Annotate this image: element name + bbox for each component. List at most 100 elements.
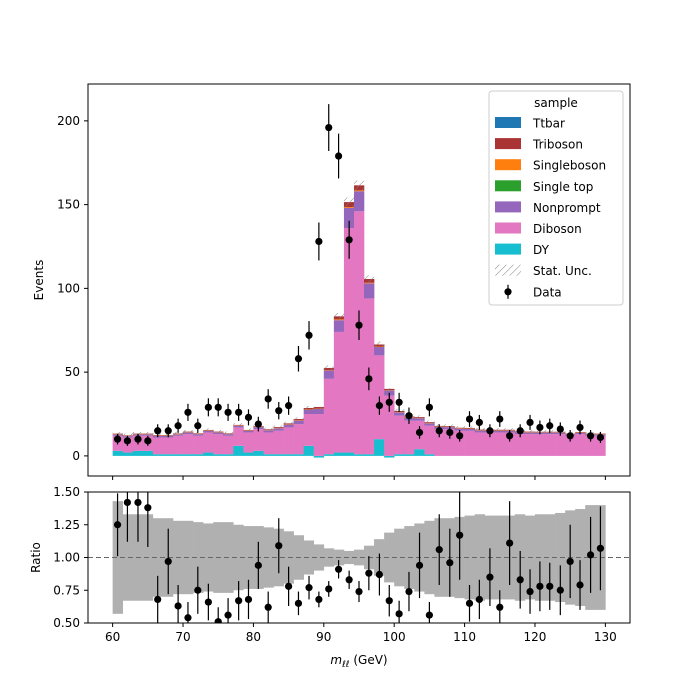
data-point [586,432,595,440]
stack-bar-diboson [193,435,204,455]
stack-bar-diboson [333,331,345,453]
y-tick-label: 0 [72,449,80,463]
ratio-unc-band [343,550,355,565]
stack-bar-dy [243,452,254,456]
ratio-x-tick-label: 110 [453,630,476,644]
ratio-point [305,584,313,592]
data-point [516,427,524,435]
ratio-point [415,561,424,569]
legend: sample Ttbar Triboson Singleboson Single top… [488,90,624,306]
ratio-point [405,587,413,596]
ratio-point [446,559,454,567]
stack-bar-dy [122,452,134,456]
y-tick-label: 150 [57,198,80,212]
ratio-point [214,618,222,623]
ratio-point [425,611,433,619]
stat-unc-band [183,429,194,434]
ratio-unc-band [233,524,244,591]
stack-bar-nonprompt [283,424,294,428]
ratio-point [536,582,544,590]
ratio-point [144,504,152,512]
stack-bar-nonprompt [354,191,365,212]
data-point [224,408,232,416]
legend-label: DY [533,243,550,257]
ratio-point [325,585,333,593]
ratio-y-tick-label: 0.50 [53,616,80,630]
ratio-point [586,551,595,559]
data-point [446,428,454,437]
data-point [425,403,433,411]
stat-unc-band [223,431,234,435]
data-point [465,415,474,423]
stat-unc-band [384,388,395,393]
stack-bar-diboson [223,435,234,455]
stat-unc-band [414,415,425,419]
stack-bar-dy [263,454,274,456]
data-point [475,418,483,426]
stack-bar-diboson [454,430,465,456]
data-point [184,408,192,416]
ratio-unc-band [394,528,405,587]
data-point [334,152,343,160]
stack-bar-dy [193,454,204,456]
stack-bar-nonprompt [303,409,315,415]
data-point [556,425,564,433]
ratio-point [475,595,483,604]
stack-bar-dy [152,454,164,456]
ratio-point [244,595,253,604]
data-point [456,432,464,440]
data-point [285,402,293,410]
ratio-unc-band [384,532,395,583]
stat-unc-band [524,429,535,434]
ratio-unc-band [474,514,486,601]
stat-unc-band [213,429,224,434]
stack-bar-diboson [434,429,445,456]
data-point [305,331,313,339]
legend-label: Triboson [532,138,583,152]
ratio-x-tick-label: 60 [105,630,120,644]
stack-bar-diboson [484,432,496,456]
ratio-point [465,599,474,607]
stack-bar-diboson [575,434,586,456]
legend-swatch-stat-unc [495,264,521,276]
stack-bar-diboson [273,430,284,455]
legend-label: Ttbar [532,117,565,131]
ratio-unc-band [354,549,365,566]
ratio-point [576,581,584,589]
stack-bar-dy [384,455,395,458]
ratio-unc-band [112,501,124,614]
ratio-point [486,573,494,581]
legend-swatch-dy [495,243,521,255]
stack-bar-singleboson [363,282,375,284]
data-point [405,412,413,420]
stack-bar-dy [162,454,174,456]
data-point [566,432,574,440]
stack-bar-dy [424,454,435,456]
stack-bar-diboson [524,434,536,456]
stack-bar-dy [313,455,325,458]
ratio-x-tick-label: 130 [594,630,617,644]
data-point [506,432,514,440]
stack-bar-diboson [303,414,315,446]
stack-bar-diboson [213,434,224,455]
ratio-y-tick-label: 1.00 [53,551,80,565]
ratio-point [516,576,524,584]
stat-unc-band [243,428,254,432]
stat-unc-band [233,423,244,427]
stack-bar-nonprompt [474,430,486,433]
data-point [194,422,202,430]
ratio-point [113,521,122,529]
stack-bar-dy [343,452,355,456]
stack-bar-dy [404,454,415,456]
stat-unc-band [374,341,385,348]
ratio-unc-band [424,520,435,595]
ratio-point [334,565,343,573]
ratio-panel: 0.50 0.75 1.00 1.25 1.50 60 70 80 90 100 110 120 130… [29,485,631,670]
ratio-y-axis-label: Ratio [29,542,43,573]
stack-bar-nonprompt [293,420,304,425]
data-point [144,437,152,445]
stack-bar-diboson [504,432,516,456]
data-point [134,435,142,443]
x-axis-label-sub: ℓℓ [341,660,349,670]
stack-bar-nonprompt [454,428,465,431]
